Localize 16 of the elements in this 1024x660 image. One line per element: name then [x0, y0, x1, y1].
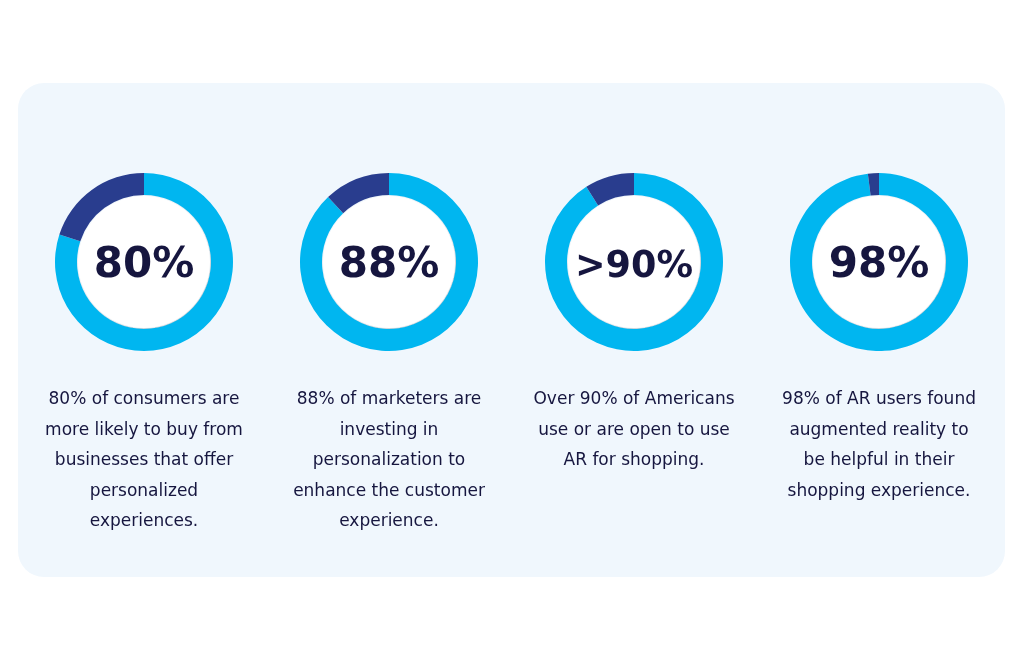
text: 80%: [93, 238, 195, 287]
text: 88% of marketers are investing in personalization to enhance the customer experience.: [293, 388, 485, 530]
text: 80% of consumers are more likely to buy from businesses that offer personalized experiences.: [45, 388, 243, 530]
donut-slice: [59, 173, 144, 242]
text: >90%: [575, 243, 693, 286]
donut-slice: [790, 173, 968, 351]
text: 98%: [828, 238, 930, 287]
donut-slice: [300, 173, 478, 351]
donut-slice: [867, 173, 879, 196]
text: Over 90% of Americans use or are open to use AR for shopping.: [533, 388, 735, 469]
text: 88%: [338, 238, 440, 287]
donut-slice: [328, 173, 389, 214]
text: 98% of AR users found augmented reality to be helpful in their shopping experience.: [782, 388, 976, 500]
donut-slice: [586, 173, 634, 206]
donut-slice: [55, 173, 233, 351]
donut-slice: [545, 173, 723, 351]
